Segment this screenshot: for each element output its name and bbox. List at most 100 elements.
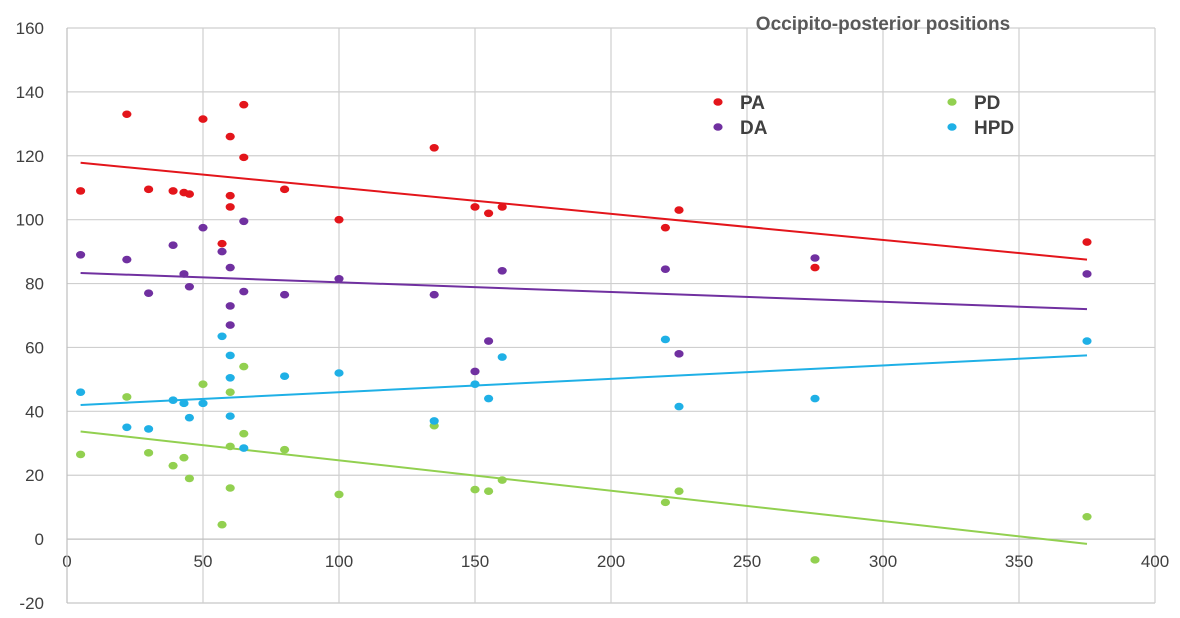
point-pa: [239, 154, 248, 162]
point-pa: [217, 240, 226, 248]
point-hpd: [239, 444, 248, 452]
y-tick-label: 20: [25, 466, 44, 485]
point-hpd: [674, 403, 683, 411]
legend-label-da: DA: [740, 118, 768, 139]
point-pa: [122, 110, 131, 118]
point-hpd: [144, 425, 153, 433]
point-hpd: [226, 412, 235, 420]
x-tick-label: 100: [325, 552, 353, 571]
point-da: [168, 241, 177, 249]
x-tick-label: 50: [194, 552, 213, 571]
y-tick-label: 0: [35, 530, 44, 549]
point-pd: [217, 521, 226, 529]
point-hpd: [76, 388, 85, 396]
point-pd: [168, 462, 177, 470]
point-da: [226, 302, 235, 310]
point-hpd: [280, 372, 289, 380]
point-hpd: [226, 352, 235, 360]
point-pa: [198, 115, 207, 123]
point-hpd: [661, 336, 670, 344]
point-hpd: [1082, 337, 1091, 345]
point-pa: [185, 190, 194, 198]
point-pd: [239, 363, 248, 371]
legend-label-pa: PA: [740, 93, 765, 114]
point-pa: [226, 192, 235, 200]
point-da: [76, 251, 85, 259]
point-hpd: [198, 400, 207, 408]
x-tick-label: 150: [461, 552, 489, 571]
point-pd: [226, 443, 235, 451]
data-points: [76, 101, 1092, 564]
point-pa: [674, 206, 683, 214]
x-tick-label: 300: [869, 552, 897, 571]
point-da: [430, 291, 439, 299]
point-pa: [76, 187, 85, 195]
x-tick-label: 200: [597, 552, 625, 571]
point-da: [198, 224, 207, 232]
legend-label-hpd: HPD: [974, 118, 1014, 139]
point-pd: [179, 454, 188, 462]
point-pa: [470, 203, 479, 211]
chart-title: Occipito-posterior positions: [756, 14, 1010, 35]
point-pa: [226, 133, 235, 141]
point-pa: [498, 203, 507, 211]
point-da: [239, 288, 248, 296]
point-hpd: [122, 424, 131, 432]
point-da: [334, 275, 343, 283]
point-pd: [226, 484, 235, 492]
point-pa: [334, 216, 343, 224]
point-da: [185, 283, 194, 291]
point-pd: [470, 486, 479, 494]
point-hpd: [217, 332, 226, 340]
point-pa: [661, 224, 670, 232]
point-pa: [168, 187, 177, 195]
point-da: [226, 321, 235, 329]
point-hpd: [810, 395, 819, 403]
point-da: [239, 217, 248, 225]
point-da: [226, 264, 235, 272]
legend: PA DA PD HPD: [713, 93, 1014, 139]
point-pa: [484, 209, 493, 217]
point-pa: [1082, 238, 1091, 246]
point-pd: [498, 476, 507, 484]
y-tick-label: 40: [25, 402, 44, 421]
point-pd: [226, 388, 235, 396]
point-da: [1082, 270, 1091, 278]
point-da: [661, 265, 670, 273]
point-pd: [674, 487, 683, 495]
point-pd: [1082, 513, 1091, 521]
point-da: [674, 350, 683, 358]
point-da: [280, 291, 289, 299]
point-pa: [239, 101, 248, 109]
point-pd: [185, 475, 194, 483]
point-pa: [810, 264, 819, 272]
point-pd: [334, 491, 343, 499]
gridlines: [67, 28, 1155, 603]
point-da: [810, 254, 819, 262]
point-pd: [280, 446, 289, 454]
y-tick-label: 120: [16, 147, 44, 166]
y-tick-label: 140: [16, 83, 44, 102]
point-pa: [226, 203, 235, 211]
point-pd: [76, 451, 85, 459]
point-hpd: [484, 395, 493, 403]
x-tick-label: 350: [1005, 552, 1033, 571]
point-da: [144, 289, 153, 297]
y-tick-label: 60: [25, 338, 44, 357]
point-hpd: [185, 414, 194, 422]
x-tick-label: 400: [1141, 552, 1169, 571]
point-hpd: [498, 353, 507, 361]
point-da: [498, 267, 507, 275]
point-da: [179, 270, 188, 278]
point-pa: [430, 144, 439, 152]
legend-marker-hpd: [947, 123, 956, 131]
point-pd: [810, 556, 819, 564]
point-pd: [661, 499, 670, 507]
point-hpd: [470, 380, 479, 388]
point-hpd: [168, 396, 177, 404]
legend-marker-pa: [713, 98, 722, 106]
point-pd: [239, 430, 248, 438]
point-hpd: [334, 369, 343, 377]
trendline-pa: [81, 163, 1087, 260]
